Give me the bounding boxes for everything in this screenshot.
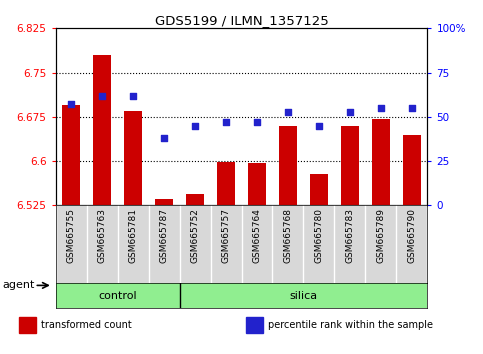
Point	[253, 119, 261, 125]
Text: GSM665780: GSM665780	[314, 209, 324, 263]
Title: GDS5199 / ILMN_1357125: GDS5199 / ILMN_1357125	[155, 14, 328, 27]
Bar	[155, 199, 173, 205]
Bar	[248, 163, 266, 205]
Text: GSM665752: GSM665752	[190, 209, 199, 263]
Text: GSM665783: GSM665783	[345, 209, 355, 263]
Bar	[186, 194, 204, 205]
Text: GSM665757: GSM665757	[222, 209, 230, 263]
Point	[377, 105, 385, 111]
Text: agent: agent	[3, 280, 35, 290]
Point	[346, 109, 354, 114]
Text: control: control	[98, 291, 137, 301]
Point	[98, 93, 106, 98]
Bar	[279, 126, 297, 205]
Point	[222, 119, 230, 125]
Text: percentile rank within the sample: percentile rank within the sample	[268, 320, 433, 331]
Bar	[341, 126, 359, 205]
Text: transformed count: transformed count	[41, 320, 132, 331]
Point	[191, 123, 199, 129]
Text: GSM665790: GSM665790	[408, 209, 416, 263]
Bar	[217, 162, 235, 205]
Bar	[19, 317, 36, 333]
Point	[408, 105, 416, 111]
Bar	[246, 317, 263, 333]
Bar	[93, 55, 112, 205]
Bar	[372, 119, 390, 205]
Text: GSM665787: GSM665787	[159, 209, 169, 263]
Text: GSM665781: GSM665781	[128, 209, 138, 263]
Bar	[124, 111, 142, 205]
Text: silica: silica	[289, 291, 317, 301]
Bar	[403, 135, 421, 205]
Point	[129, 93, 137, 98]
Point	[284, 109, 292, 114]
Text: GSM665755: GSM665755	[67, 209, 75, 263]
Point	[67, 102, 75, 107]
Text: GSM665763: GSM665763	[98, 209, 107, 263]
Bar	[62, 105, 80, 205]
Point	[315, 123, 323, 129]
Text: GSM665764: GSM665764	[253, 209, 261, 263]
Text: GSM665768: GSM665768	[284, 209, 293, 263]
Text: GSM665789: GSM665789	[376, 209, 385, 263]
Bar	[310, 174, 328, 205]
Point	[160, 135, 168, 141]
